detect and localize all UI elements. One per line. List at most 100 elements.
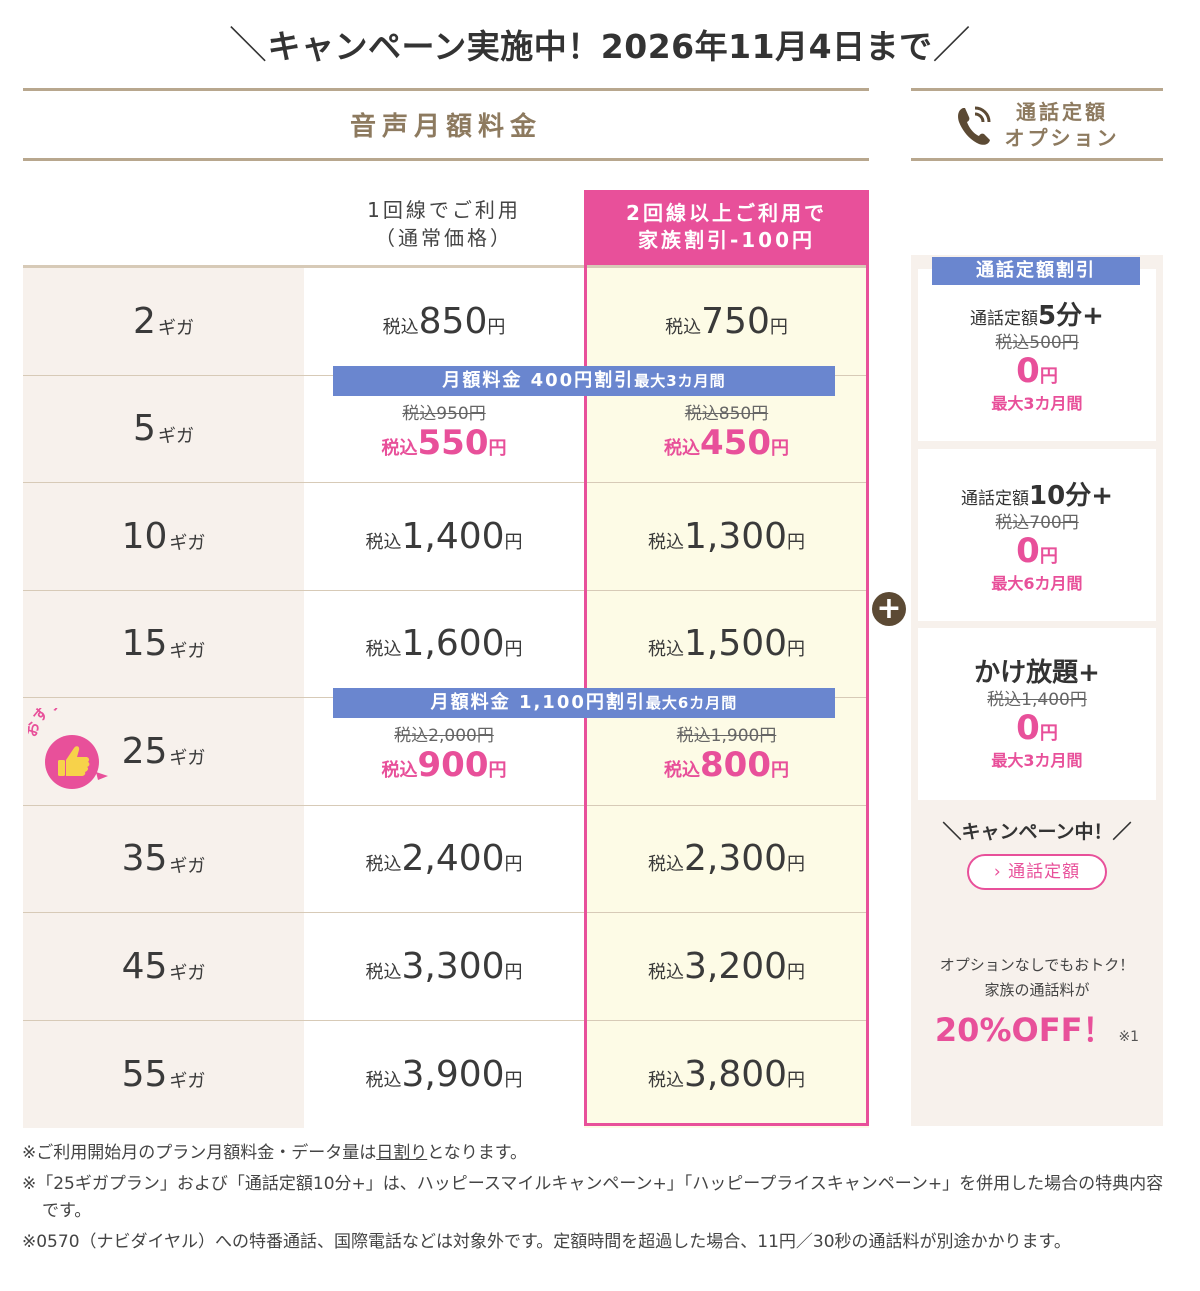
plan-gb-value: 35	[121, 838, 168, 880]
normal-sale-amount: 550	[417, 422, 489, 463]
normal-price-amount: 1,600	[401, 623, 505, 665]
phone-icon	[955, 102, 995, 148]
normal-price-amount: 3,900	[401, 1053, 505, 1095]
normal-sale-price: 税込 550 円	[382, 424, 507, 468]
normal-price-amount: 850	[418, 300, 488, 342]
family-price: 税込 1,500 円	[648, 623, 805, 664]
yen-label: 円	[504, 961, 523, 983]
table-row: 35 ギガ 税込 2,400 円 税込 2,300 円	[23, 805, 869, 913]
tax-label: 税込	[381, 760, 418, 782]
column-header-family-line2: 家族割引-100円	[637, 228, 816, 252]
plan-gb-unit: ギガ	[169, 963, 206, 985]
normal-price: 税込 3,900 円	[365, 1054, 522, 1095]
plan-gb-unit: ギガ	[169, 855, 206, 877]
plan-gb-cell: 55 ギガ	[23, 1020, 304, 1128]
campaign-title: ＼キャンペーン実施中！2026年11月4日まで／	[0, 14, 1200, 69]
plan-gb-value: 45	[121, 945, 168, 987]
plan-gb-cell: 5 ギガ	[23, 375, 304, 482]
option-note-line1: オプションなしでもおトク！	[939, 956, 1135, 974]
discount-band-main: 月額料金 400円割引	[442, 370, 635, 391]
option-name-prefix: 通話定額	[970, 309, 1039, 329]
tax-label: 税込	[664, 437, 700, 459]
plan-gb-cell: 15 ギガ	[23, 590, 304, 697]
family-price-cell: 税込 3,800 円	[584, 1020, 869, 1128]
yen-label: 円	[769, 316, 788, 338]
option-period: 最大3カ月間	[991, 751, 1083, 770]
family-call-discount: 20%OFF！ ※1	[911, 1005, 1163, 1051]
normal-price: 税込 1,400 円	[365, 516, 522, 557]
yen-label: 円	[1039, 366, 1058, 387]
option-free-price: 0円	[918, 711, 1156, 751]
family-price-amount: 2,300	[683, 838, 788, 880]
family-old-price: 税込1,900円	[676, 726, 777, 747]
voice-price-header-label: 音声月額料金	[349, 112, 542, 142]
plan-gb-value: 25	[121, 730, 168, 772]
plan-gb-cell: 45 ギガ	[23, 913, 304, 1020]
option-name-main: 10分+	[1029, 481, 1113, 511]
option-name-main: 5分+	[1038, 301, 1104, 331]
family-price: 税込 3,800 円	[648, 1054, 805, 1095]
option-old-price: 税込700円	[995, 513, 1079, 533]
family-sale-price: 税込 800 円	[664, 746, 789, 790]
plan-gb-unit: ギガ	[157, 425, 194, 447]
option-card-10min: 通話定額10分+ 税込700円 0円 最大6カ月間	[918, 449, 1156, 621]
normal-price: 税込 850 円	[383, 301, 506, 342]
option-name-prefix: 通話定額	[961, 489, 1030, 509]
family-price: 税込 2,300 円	[648, 838, 805, 879]
discount-band-period: 最大6カ月間	[645, 694, 738, 712]
option-note: オプションなしでもおトク！ 家族の通話料が	[911, 953, 1163, 1003]
family-sale-amount: 450	[700, 422, 771, 463]
yen-label: 円	[504, 854, 523, 876]
discount-band-25gb: 月額料金 1,100円割引最大6カ月間	[333, 688, 835, 718]
normal-price-cell: 税込 850 円	[304, 268, 584, 375]
option-name: かけ放題+	[918, 652, 1156, 689]
column-header-normal-line2: （通常価格）	[375, 226, 513, 250]
option-card-unlimited: かけ放題+ 税込1,400円 0円 最大3カ月間	[918, 628, 1156, 800]
yen-label: 円	[1039, 723, 1058, 744]
discount-band-main: 月額料金 1,100円割引	[430, 692, 646, 713]
family-price: 税込 1,300 円	[648, 516, 805, 557]
tax-label: 税込	[647, 854, 684, 876]
yen-label: 円	[787, 639, 806, 661]
plan-gb-unit: ギガ	[169, 533, 206, 555]
call-option-header-line2: オプション	[1004, 125, 1120, 150]
yen-label: 円	[787, 961, 806, 983]
plan-gb-value: 2	[133, 300, 156, 342]
column-header-normal-line1: 1回線でご利用	[367, 198, 521, 222]
option-free-amount: 0	[1016, 351, 1040, 391]
plan-gb-unit: ギガ	[169, 1071, 206, 1093]
family-price: 税込 750 円	[665, 301, 788, 342]
family-price-cell: 税込 3,200 円	[584, 913, 869, 1020]
tax-label: 税込	[647, 961, 684, 983]
plan-gb-cell: 2 ギガ	[23, 268, 304, 375]
family-price: 税込 3,200 円	[648, 946, 805, 987]
footnote-2: ※「25ギガプラン」および「通話定額10分+」は、ハッピースマイルキャンペーン+…	[22, 1174, 1164, 1221]
footnote-1: ※ご利用開始月のプラン月額料金・データ量は日割りとなります。	[22, 1140, 1172, 1167]
yen-label: 円	[504, 531, 523, 553]
family-price-cell: 税込 1,300 円	[584, 483, 869, 590]
call-option-link-button[interactable]: › 通話定額	[967, 854, 1107, 890]
table-row: 10 ギガ 税込 1,400 円 税込 1,300 円	[23, 483, 869, 591]
column-header-normal: 1回線でご利用 （通常価格）	[304, 196, 584, 252]
normal-price: 税込 2,400 円	[365, 838, 522, 879]
option-old-price: 税込1,400円	[987, 690, 1087, 710]
table-row: 5 ギガ 税込950円 税込 550 円 税込850円 税込 450 円	[23, 375, 869, 483]
option-note-line2: 家族の通話料が	[984, 981, 1090, 999]
plan-gb-unit: ギガ	[157, 318, 194, 340]
svg-text:おすすめ: おすすめ	[28, 708, 79, 739]
plan-gb-value: 5	[133, 408, 156, 450]
family-call-discount-text: 20%OFF！	[934, 1011, 1115, 1049]
option-name-main: かけ放題+	[974, 658, 1100, 688]
table-row: 15 ギガ 税込 1,600 円 税込 1,500 円	[23, 590, 869, 698]
call-option-discount-band: 通話定額割引	[932, 257, 1140, 285]
prorated-link[interactable]: 日割り	[376, 1143, 428, 1163]
voice-price-header: 音声月額料金	[23, 88, 869, 161]
family-price-amount: 3,800	[683, 1053, 788, 1095]
option-period: 最大3カ月間	[991, 394, 1083, 413]
tax-label: 税込	[647, 639, 684, 661]
plan-gb-cell: 35 ギガ	[23, 805, 304, 912]
option-name: 通話定額5分+	[918, 295, 1156, 332]
option-name: 通話定額10分+	[918, 475, 1156, 512]
table-row: 45 ギガ 税込 3,300 円 税込 3,200 円	[23, 913, 869, 1021]
yen-label: 円	[1039, 546, 1058, 567]
